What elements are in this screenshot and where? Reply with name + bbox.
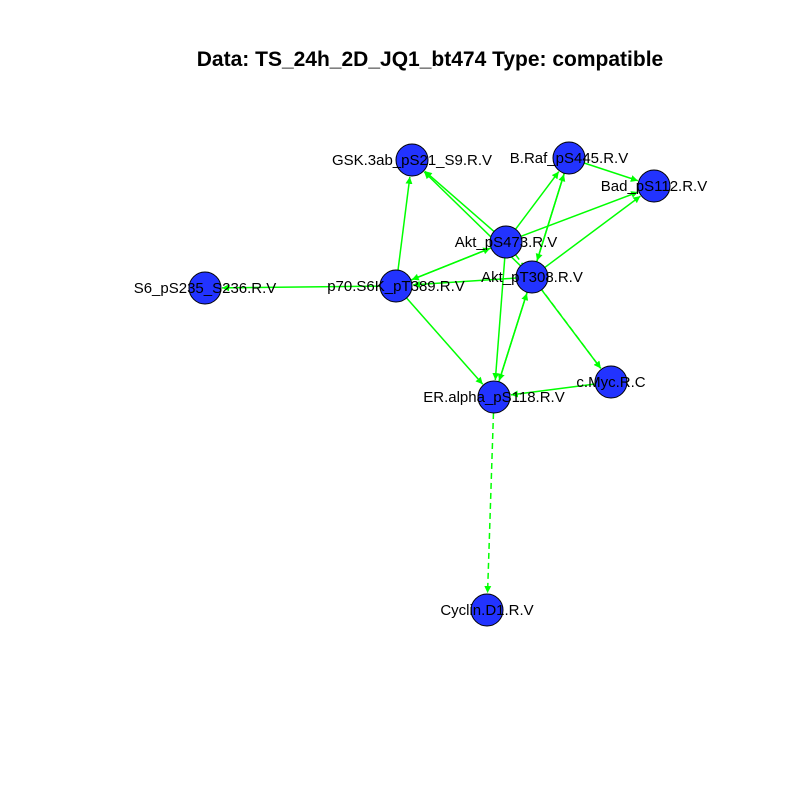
node-s6 [188, 271, 222, 305]
node-myc [594, 365, 628, 399]
node-label-akt473: Akt_pS473.R.V [455, 234, 558, 251]
node-label-er: ER.alpha_pS118.R.V [423, 389, 564, 406]
edge-p70-to-gsk [397, 176, 413, 271]
node-akt308 [515, 260, 549, 294]
nodes-layer [188, 141, 671, 627]
node-label-gsk: GSK.3ab_pS21_S9.R.V [332, 152, 492, 169]
labels-layer: GSK.3ab_pS21_S9.R.V B.Raf_pS445.R.V Bad_pS… [134, 150, 708, 619]
node-bad [637, 169, 671, 203]
node-label-braf: B.Raf_pS445.R.V [510, 150, 628, 167]
edge-p70-to-er [406, 297, 484, 385]
edge-er-to-akt308 [498, 292, 529, 382]
edge-akt473-to-er [492, 257, 506, 381]
node-label-myc: c.Myc.R.C [576, 374, 645, 391]
edge-p70-to-s6 [221, 284, 381, 292]
node-label-p70: p70.S6K_pT389.R.V [327, 278, 465, 295]
node-cyclin [470, 593, 504, 627]
node-er [477, 380, 511, 414]
edge-akt473-to-p70 [411, 247, 492, 281]
graph-title: Data: TS_24h_2D_JQ1_bt474 Type: compatib… [196, 48, 664, 71]
node-braf [552, 141, 586, 175]
node-label-cyclin: Cyclin.D1.R.V [440, 602, 533, 619]
edge-akt308-to-p70 [412, 277, 517, 288]
node-label-akt308: Akt_pT308.R.V [481, 269, 583, 286]
edge-myc-to-er [510, 383, 596, 398]
node-label-bad: Bad_pS112.R.V [601, 178, 707, 195]
edge-braf-to-bad [583, 162, 639, 182]
edge-akt308-to-myc [541, 289, 602, 369]
edge-akt473-to-braf [514, 171, 560, 230]
edge-braf-to-akt308 [535, 173, 565, 261]
edge-akt308-to-bad [544, 195, 641, 269]
node-gsk [395, 143, 429, 177]
node-label-s6: S6_pS235_S236.R.V [134, 280, 277, 297]
edges-layer [221, 162, 641, 594]
edge-er-to-cyclin [484, 412, 495, 594]
node-akt473 [489, 225, 523, 259]
edge-akt473-to-bad [520, 191, 639, 238]
edge-akt473-to-gsk [424, 170, 495, 233]
node-p70 [379, 269, 413, 303]
